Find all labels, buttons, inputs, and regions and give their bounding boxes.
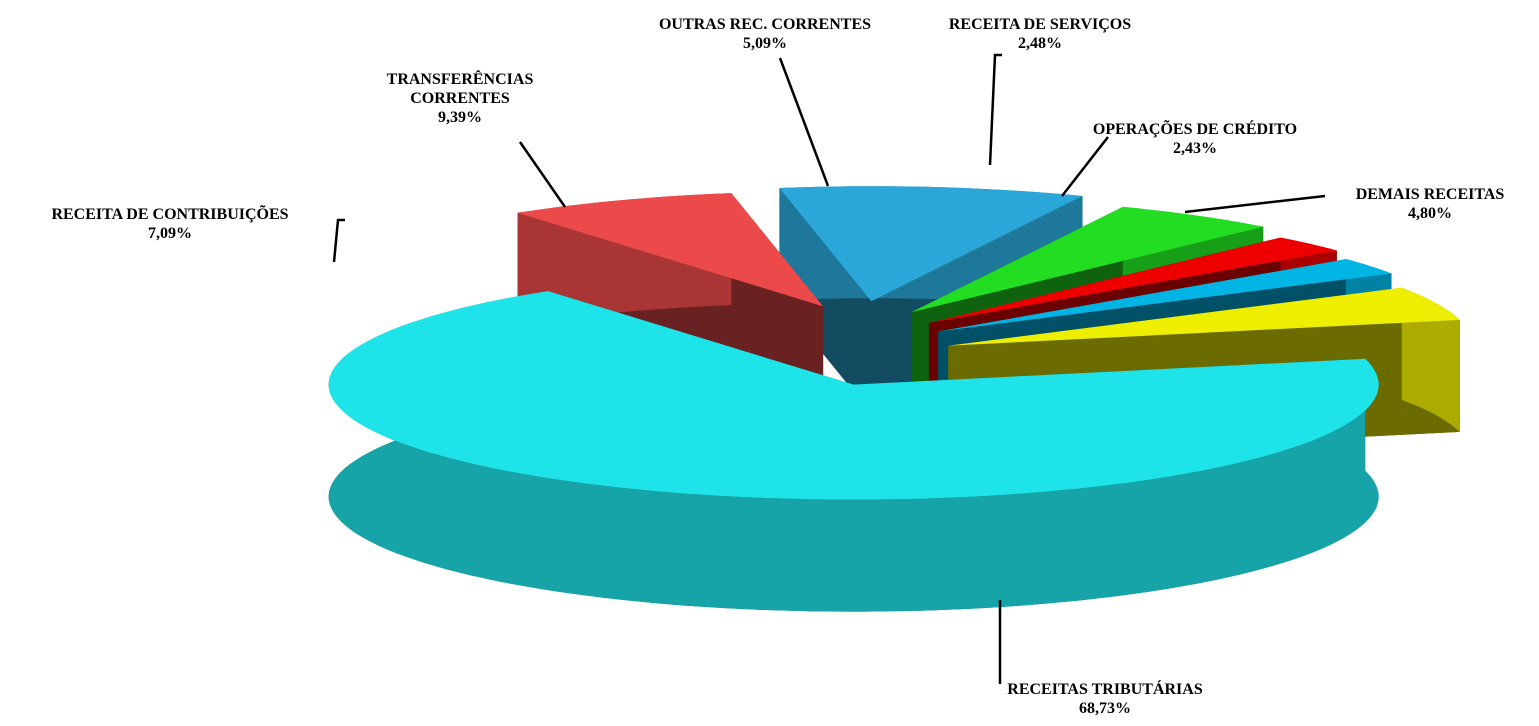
- leader-line: [778, 57, 830, 187]
- slice-top: [928, 237, 1337, 323]
- slice-name: OPERAÇÕES DE CRÉDITO: [1092, 121, 1298, 138]
- slice-top: [517, 193, 824, 307]
- slice-label: OUTRAS REC. CORRENTES 5,09%: [615, 15, 915, 53]
- slices: [328, 186, 1460, 612]
- leader-line: [1061, 136, 1109, 197]
- leader-line: [988, 53, 1002, 166]
- slice-name: TRANSFERÊNCIAS CORRENTES: [386, 71, 534, 107]
- leader-line: [1184, 194, 1326, 214]
- slice-value: 7,09%: [148, 225, 192, 242]
- slice-value: 68,73%: [1079, 700, 1131, 717]
- leader-line: [332, 218, 345, 263]
- slice-top: [911, 206, 1264, 313]
- slice-value: 5,09%: [743, 35, 787, 52]
- slice-label: RECEITAS TRIBUTÁRIAS 68,73%: [955, 680, 1255, 718]
- slice-name: OUTRAS REC. CORRENTES: [658, 16, 872, 33]
- slice-top: [938, 259, 1392, 332]
- slice-name: RECEITA DE CONTRIBUIÇÕES: [51, 206, 289, 223]
- slice-label: RECEITA DE CONTRIBUIÇÕES 7,09%: [0, 205, 340, 243]
- slice-label: DEMAIS RECEITAS 4,80%: [1320, 185, 1539, 223]
- slice-wall: [1401, 287, 1460, 432]
- slice-value: 2,48%: [1018, 35, 1062, 52]
- leaders: [332, 53, 1326, 684]
- slice-label: TRANSFERÊNCIAS CORRENTES 9,39%: [365, 70, 555, 127]
- slice-wall: [328, 291, 1379, 612]
- slice-top: [948, 287, 1460, 346]
- slice-name: RECEITA DE SERVIÇOS: [948, 16, 1132, 33]
- slice-top: [328, 291, 1379, 500]
- slice-label: RECEITA DE SERVIÇOS 2,48%: [910, 15, 1170, 53]
- slice-value: 4,80%: [1408, 205, 1452, 222]
- slice-name: DEMAIS RECEITAS: [1355, 186, 1505, 203]
- slice-name: RECEITAS TRIBUTÁRIAS: [1007, 681, 1203, 698]
- slice-value: 2,43%: [1173, 140, 1217, 157]
- slice-top: [779, 186, 1083, 302]
- leader-line: [518, 141, 567, 208]
- slice-label: OPERAÇÕES DE CRÉDITO 2,43%: [1065, 120, 1325, 158]
- slice-value: 9,39%: [438, 109, 482, 126]
